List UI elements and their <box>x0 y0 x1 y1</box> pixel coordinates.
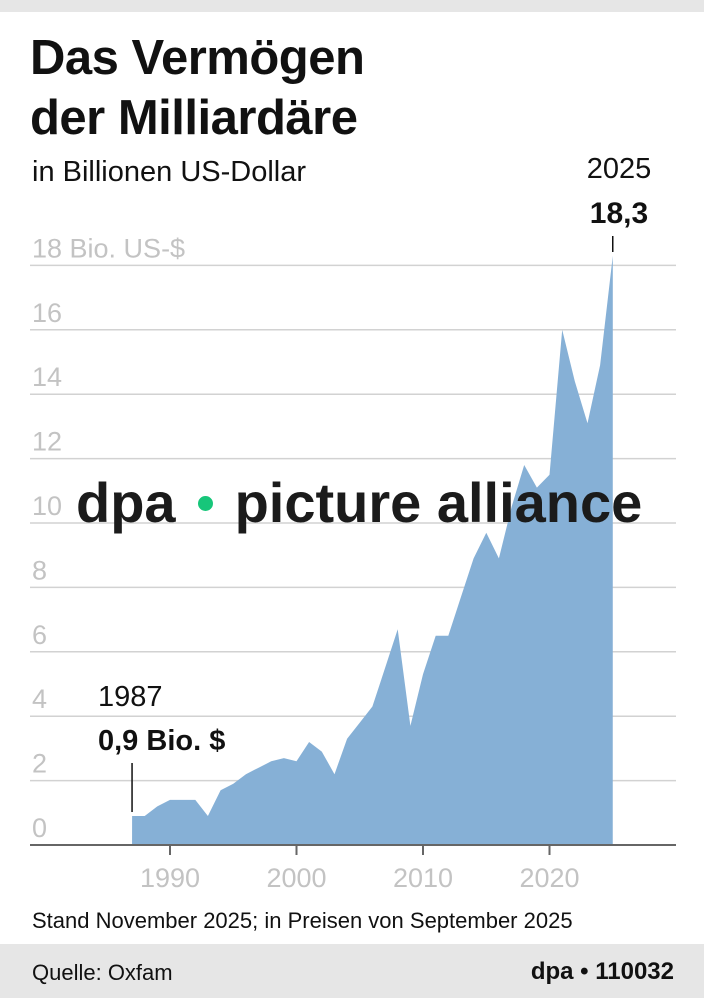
y-tick-label-16: 16 <box>32 298 62 328</box>
watermark: dpa picture alliance <box>76 470 642 535</box>
y-tick-label-0: 0 <box>32 813 47 843</box>
x-tick-label-2020: 2020 <box>519 863 579 893</box>
top-strip <box>0 0 704 12</box>
annotation-1987-value: 0,9 Bio. $ <box>98 725 225 757</box>
footer-bar <box>0 944 704 998</box>
footnote: Stand November 2025; in Preisen von Sept… <box>32 908 573 933</box>
watermark-dot-icon <box>197 495 213 511</box>
y-tick-label-4: 4 <box>32 684 47 714</box>
watermark-dpa: dpa <box>76 471 176 534</box>
y-tick-label-12: 12 <box>32 427 62 457</box>
credit-label: dpa • 110032 <box>530 958 674 985</box>
title-line-2: der Milliardäre <box>30 91 358 145</box>
x-tick-label-2000: 2000 <box>266 863 326 893</box>
y-tick-label-6: 6 <box>32 620 47 650</box>
title-line-1: Das Vermögen <box>30 31 365 85</box>
watermark-picture-alliance: picture alliance <box>234 471 643 534</box>
y-tick-label-10: 10 <box>32 491 62 521</box>
y-tick-label-18: 18 Bio. US-$ <box>32 233 185 263</box>
annotation-1987-year: 1987 <box>98 681 163 713</box>
y-tick-label-8: 8 <box>32 555 47 585</box>
y-tick-label-14: 14 <box>32 362 62 392</box>
page-title: Das Vermögen der Milliardäre <box>30 28 365 148</box>
x-tick-label-1990: 1990 <box>140 863 200 893</box>
y-tick-label-2: 2 <box>32 749 47 779</box>
chart-subtitle: in Billionen US-Dollar <box>32 156 306 188</box>
source-label: Quelle: Oxfam <box>32 960 173 985</box>
annotation-2025-value: 18,3 <box>590 197 648 230</box>
annotation-2025-year: 2025 <box>587 153 652 185</box>
x-tick-label-2010: 2010 <box>393 863 453 893</box>
wealth-area-series <box>132 255 613 845</box>
